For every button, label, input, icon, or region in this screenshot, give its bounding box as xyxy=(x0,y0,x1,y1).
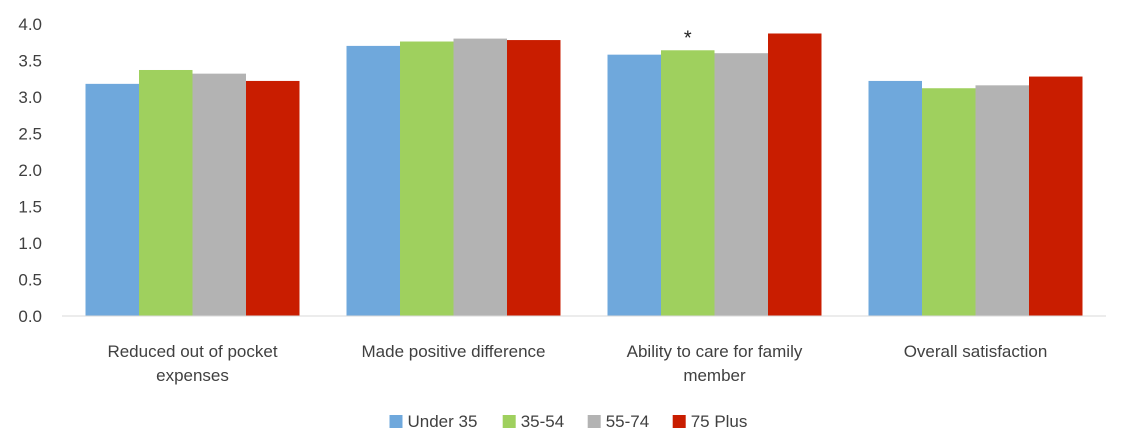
x-category-label: Overall satisfaction xyxy=(904,342,1048,361)
legend-label: Under 35 xyxy=(408,412,478,431)
annotations: * xyxy=(684,27,692,49)
y-tick-label: 4.0 xyxy=(18,15,42,34)
y-tick-label: 1.0 xyxy=(18,234,42,253)
x-category-label: member xyxy=(683,366,746,385)
legend-swatch xyxy=(502,415,516,428)
significance-marker: * xyxy=(684,27,692,49)
legend-label: 35-54 xyxy=(521,412,564,431)
x-category-label: expenses xyxy=(156,366,229,385)
bars xyxy=(85,33,1083,317)
legend-item: 55-74 xyxy=(587,412,649,431)
bar xyxy=(868,80,922,316)
legend-swatch xyxy=(672,415,686,428)
bar xyxy=(346,45,400,317)
legend-item: 75 Plus xyxy=(672,412,748,431)
y-tick-label: 0.5 xyxy=(18,271,42,290)
legend-label: 55-74 xyxy=(606,412,649,431)
bar xyxy=(453,38,507,316)
legend-swatch xyxy=(587,415,601,428)
y-tick-label: 0.0 xyxy=(18,307,42,326)
bar xyxy=(714,53,768,316)
y-tick-label: 3.0 xyxy=(18,88,42,107)
bar xyxy=(139,69,193,317)
legend-item: 35-54 xyxy=(502,412,564,431)
bar xyxy=(192,73,246,316)
bar xyxy=(1029,76,1083,316)
bar xyxy=(975,85,1029,316)
legend-label: 75 Plus xyxy=(691,412,748,431)
x-category-label: Ability to care for family xyxy=(627,342,803,361)
bar xyxy=(661,50,715,316)
bar xyxy=(246,80,300,316)
y-axis: 0.0 0.5 1.0 1.5 2.0 2.5 3.0 3.5 4.0 xyxy=(18,15,42,326)
y-tick-label: 3.5 xyxy=(18,52,42,71)
y-tick-label: 2.5 xyxy=(18,125,42,144)
y-tick-label: 2.0 xyxy=(18,161,42,180)
x-category-label: Reduced out of pocket xyxy=(107,342,277,361)
legend-item: Under 35 xyxy=(389,412,478,431)
bar xyxy=(922,88,976,317)
bar xyxy=(768,33,822,317)
bar xyxy=(507,40,561,317)
bar xyxy=(400,41,454,317)
bar xyxy=(607,54,661,316)
legend: Under 35 35-54 55-74 75 Plus xyxy=(389,412,748,431)
x-category-label: Made positive difference xyxy=(362,342,546,361)
bar xyxy=(85,83,139,316)
category-labels: Reduced out of pocket expenses Made positi… xyxy=(107,342,1047,385)
legend-swatch xyxy=(389,415,403,428)
y-tick-label: 1.5 xyxy=(18,198,42,217)
